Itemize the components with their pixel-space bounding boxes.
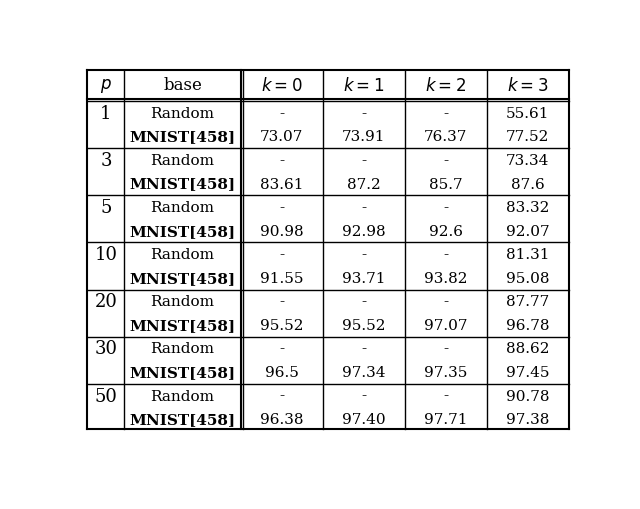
Text: 97.71: 97.71 — [424, 412, 467, 427]
Text: -: - — [279, 342, 284, 356]
Text: $k=3$: $k=3$ — [507, 76, 548, 94]
Text: 97.07: 97.07 — [424, 318, 467, 332]
Text: Random: Random — [150, 248, 214, 262]
Text: MNIST[458]: MNIST[458] — [129, 224, 236, 238]
Text: 90.98: 90.98 — [260, 224, 303, 238]
Text: 90.78: 90.78 — [506, 389, 549, 403]
Text: 73.91: 73.91 — [342, 130, 385, 144]
Text: 76.37: 76.37 — [424, 130, 467, 144]
Text: Random: Random — [150, 389, 214, 403]
Text: MNIST[458]: MNIST[458] — [129, 318, 236, 332]
Text: -: - — [443, 389, 448, 403]
Text: -: - — [279, 389, 284, 403]
Text: -: - — [443, 342, 448, 356]
Text: 5: 5 — [100, 199, 111, 217]
Text: -: - — [361, 154, 366, 167]
Text: 77.52: 77.52 — [506, 130, 549, 144]
Text: 87.2: 87.2 — [347, 177, 381, 191]
Text: 10: 10 — [95, 246, 118, 264]
Text: 88.62: 88.62 — [506, 342, 549, 356]
Text: MNIST[458]: MNIST[458] — [129, 271, 236, 285]
Text: 97.40: 97.40 — [342, 412, 385, 427]
Text: $p$: $p$ — [100, 76, 112, 94]
Text: 95.52: 95.52 — [260, 318, 303, 332]
Text: 93.82: 93.82 — [424, 271, 467, 285]
Text: -: - — [279, 201, 284, 215]
Text: MNIST[458]: MNIST[458] — [129, 365, 236, 379]
Text: -: - — [361, 389, 366, 403]
Text: -: - — [443, 248, 448, 262]
Text: $k=1$: $k=1$ — [343, 76, 384, 94]
Text: $k=0$: $k=0$ — [261, 76, 303, 94]
Text: 95.52: 95.52 — [342, 318, 385, 332]
Text: 92.6: 92.6 — [429, 224, 463, 238]
Text: 87.77: 87.77 — [506, 295, 549, 309]
Text: 93.71: 93.71 — [342, 271, 385, 285]
Text: 85.7: 85.7 — [429, 177, 463, 191]
Text: -: - — [279, 248, 284, 262]
Text: MNIST[458]: MNIST[458] — [129, 412, 236, 427]
Text: 73.07: 73.07 — [260, 130, 303, 144]
Text: 96.38: 96.38 — [260, 412, 303, 427]
Text: Random: Random — [150, 342, 214, 356]
Text: 3: 3 — [100, 152, 112, 169]
Text: Random: Random — [150, 201, 214, 215]
Text: -: - — [279, 295, 284, 309]
Text: -: - — [361, 342, 366, 356]
Text: Random: Random — [150, 154, 214, 167]
Text: 83.61: 83.61 — [260, 177, 303, 191]
Text: base: base — [163, 77, 202, 94]
Text: 92.98: 92.98 — [342, 224, 385, 238]
Text: Random: Random — [150, 295, 214, 309]
Text: 95.08: 95.08 — [506, 271, 549, 285]
Text: 97.35: 97.35 — [424, 365, 467, 379]
Text: 20: 20 — [95, 293, 117, 310]
Text: MNIST[458]: MNIST[458] — [129, 177, 236, 191]
Text: -: - — [361, 248, 366, 262]
Text: -: - — [361, 295, 366, 309]
Text: 91.55: 91.55 — [260, 271, 303, 285]
Text: -: - — [361, 106, 366, 121]
Text: MNIST[458]: MNIST[458] — [129, 130, 236, 144]
Text: 92.07: 92.07 — [506, 224, 549, 238]
Text: $k=2$: $k=2$ — [425, 76, 466, 94]
Text: 97.38: 97.38 — [506, 412, 549, 427]
Text: -: - — [443, 154, 448, 167]
Text: -: - — [443, 106, 448, 121]
Text: -: - — [443, 201, 448, 215]
Text: 83.32: 83.32 — [506, 201, 549, 215]
Text: 81.31: 81.31 — [506, 248, 549, 262]
Text: 50: 50 — [95, 387, 117, 405]
Text: -: - — [443, 295, 448, 309]
Text: 30: 30 — [95, 340, 118, 358]
Text: Random: Random — [150, 106, 214, 121]
Text: -: - — [279, 154, 284, 167]
Text: 73.34: 73.34 — [506, 154, 549, 167]
Text: 96.78: 96.78 — [506, 318, 549, 332]
Text: 1: 1 — [100, 105, 112, 123]
Text: 97.34: 97.34 — [342, 365, 385, 379]
Text: 87.6: 87.6 — [511, 177, 545, 191]
Text: 55.61: 55.61 — [506, 106, 549, 121]
Text: -: - — [361, 201, 366, 215]
Text: 96.5: 96.5 — [265, 365, 299, 379]
Text: 97.45: 97.45 — [506, 365, 549, 379]
Text: -: - — [279, 106, 284, 121]
